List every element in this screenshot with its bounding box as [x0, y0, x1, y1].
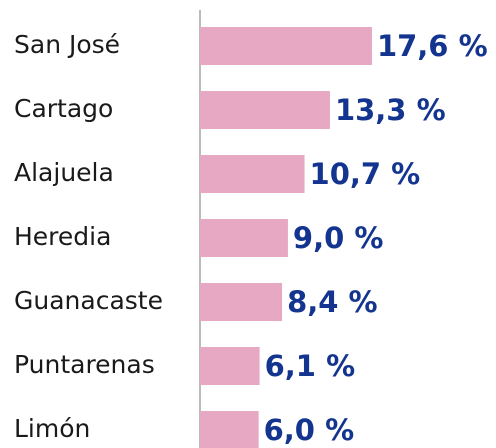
category-label: Guanacaste	[14, 286, 163, 315]
value-label: 8,4 %	[287, 285, 378, 319]
value-label: 17,6 %	[377, 29, 488, 63]
bar	[200, 91, 330, 129]
bar	[200, 155, 305, 193]
category-label: Puntarenas	[14, 350, 155, 379]
bar	[200, 27, 372, 65]
bar	[200, 219, 288, 257]
value-label: 6,0 %	[264, 413, 355, 447]
category-label: San José	[14, 30, 120, 59]
value-label: 9,0 %	[293, 221, 384, 255]
bar	[200, 283, 283, 321]
category-label: Alajuela	[14, 158, 114, 187]
bar	[200, 347, 260, 385]
category-label: Heredia	[14, 222, 111, 251]
value-label: 10,7 %	[310, 157, 421, 191]
value-label: 6,1 %	[265, 349, 356, 383]
bar	[200, 411, 259, 448]
category-label: Cartago	[14, 94, 113, 123]
category-label: Limón	[14, 414, 90, 443]
value-label: 13,3 %	[335, 93, 446, 127]
